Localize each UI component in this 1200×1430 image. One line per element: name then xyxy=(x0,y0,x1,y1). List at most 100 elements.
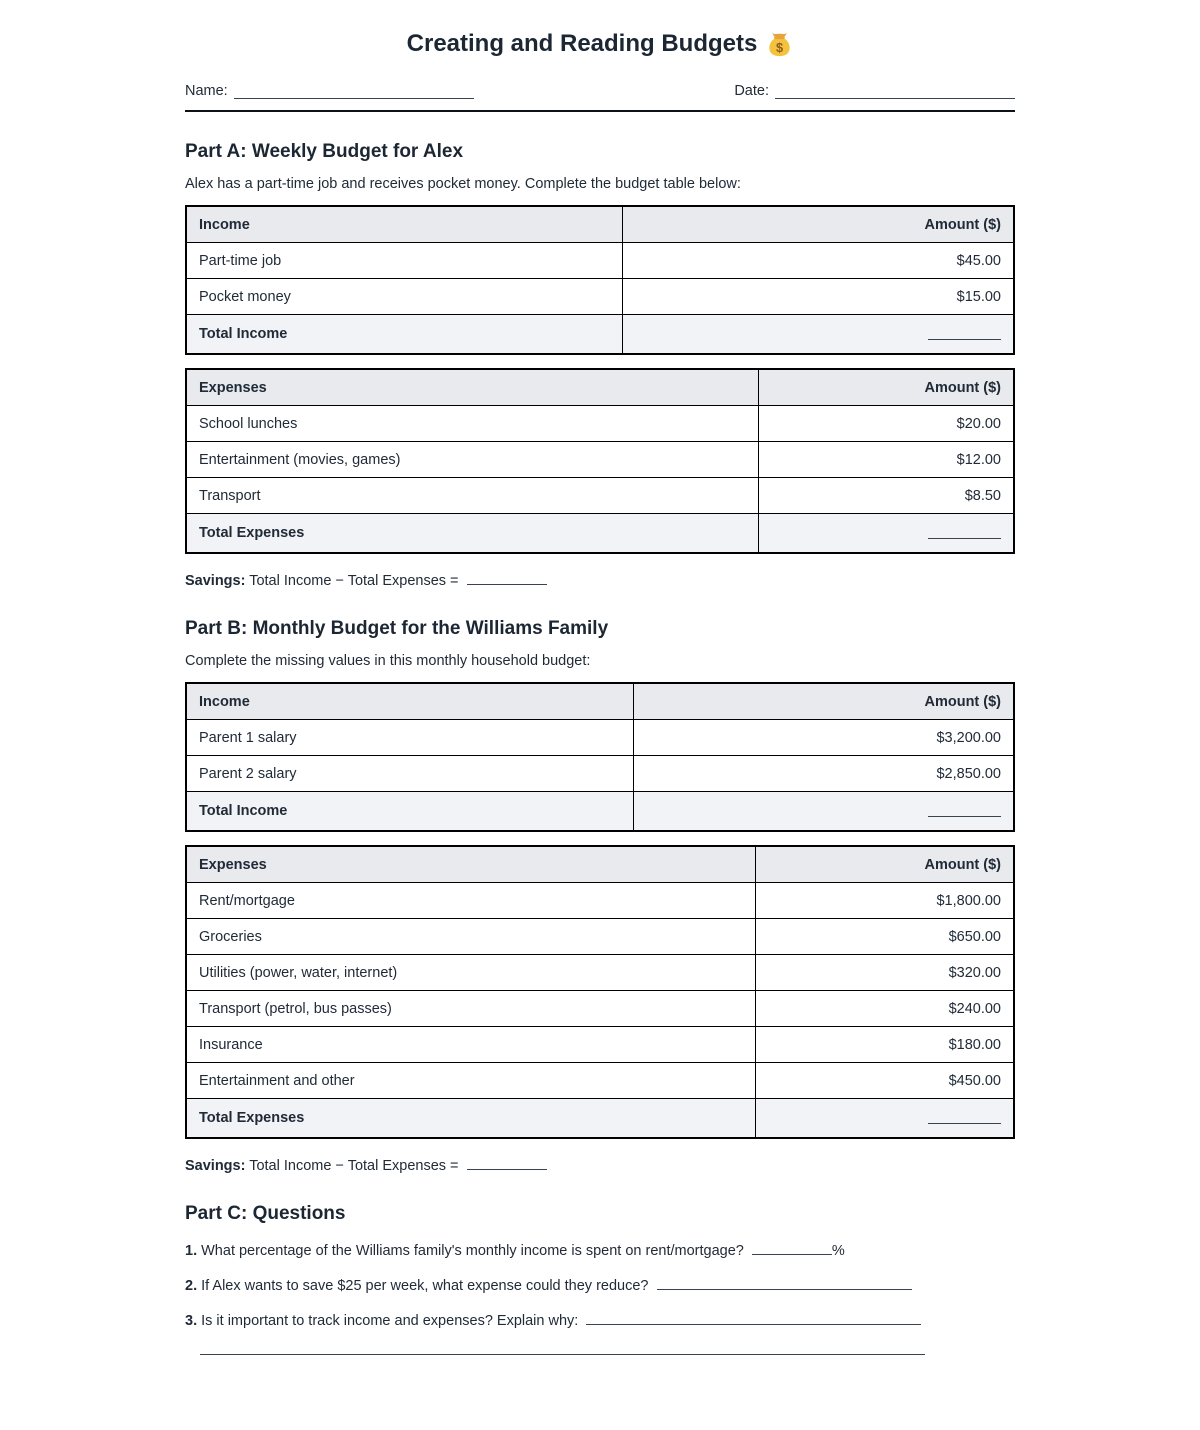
answer-blank xyxy=(656,1275,912,1291)
name-blank-line xyxy=(233,84,474,99)
item-label: Insurance xyxy=(185,1026,757,1063)
part-a-heading: Part A: Weekly Budget for Alex xyxy=(185,141,464,162)
table-row: School lunches $20.00 xyxy=(185,405,1015,442)
item-amount: $2,850.00 xyxy=(632,755,1015,792)
item-amount: $45.00 xyxy=(621,242,1015,279)
savings-label: Savings: xyxy=(185,1158,246,1174)
total-row: Total Expenses xyxy=(185,513,1015,554)
total-label: Total Expenses xyxy=(185,513,760,554)
savings-label: Savings: xyxy=(185,573,246,589)
question-number: 1. xyxy=(185,1243,198,1259)
table-row: Entertainment (movies, games) $12.00 xyxy=(185,441,1015,478)
table-row: Pocket money $15.00 xyxy=(185,278,1015,315)
item-label: Transport xyxy=(185,477,760,514)
table-row: Insurance $180.00 xyxy=(185,1026,1015,1063)
item-amount: $240.00 xyxy=(755,990,1015,1027)
total-label: Total Income xyxy=(185,314,623,355)
question-text: If Alex wants to save $25 per week, what… xyxy=(201,1278,649,1295)
savings-formula: Total Income − Total Expenses = xyxy=(249,573,459,589)
total-row: Total Income xyxy=(185,791,1015,832)
item-amount: $15.00 xyxy=(621,278,1015,315)
part-a-income-table: Income Amount ($) Part-time job $45.00 P… xyxy=(185,205,1015,355)
item-amount: $3,200.00 xyxy=(632,719,1015,756)
column-header: Income xyxy=(185,205,623,243)
column-header: Expenses xyxy=(185,845,757,883)
item-amount: $20.00 xyxy=(758,405,1015,442)
answer-blank xyxy=(928,524,1001,539)
column-header: Amount ($) xyxy=(632,682,1015,720)
question-number: 3. xyxy=(185,1313,198,1330)
item-label: Utilities (power, water, internet) xyxy=(185,954,757,991)
total-row: Total Income xyxy=(185,314,1015,355)
answer-blank xyxy=(751,1240,832,1255)
table-row: Rent/mortgage $1,800.00 xyxy=(185,882,1015,919)
total-amount-cell xyxy=(755,1098,1015,1139)
question-text: What percentage of the Williams family's… xyxy=(201,1243,744,1259)
item-label: Parent 1 salary xyxy=(185,719,634,756)
table-header-row: Expenses Amount ($) xyxy=(185,368,1015,406)
date-field: Date: xyxy=(734,83,1015,99)
part-c-heading: Part C: Questions xyxy=(185,1203,346,1224)
date-blank-line xyxy=(775,84,1015,99)
part-a-savings-line: Savings: Total Income − Total Expenses = xyxy=(185,570,1015,589)
question-text: Is it important to track income and expe… xyxy=(201,1313,579,1330)
item-label: Rent/mortgage xyxy=(185,882,757,919)
questions-list: 1. What percentage of the Williams famil… xyxy=(185,1240,1015,1356)
part-b-heading: Part B: Monthly Budget for the Williams … xyxy=(185,618,609,639)
worksheet-page: Creating and Reading Budgets $ Name: Dat… xyxy=(185,30,1015,1356)
part-a-intro: Alex has a part-time job and receives po… xyxy=(185,176,741,192)
item-label: Entertainment (movies, games) xyxy=(185,441,760,478)
answer-blank xyxy=(928,802,1001,817)
column-header: Expenses xyxy=(185,368,760,406)
svg-text:$: $ xyxy=(776,40,783,55)
question-1: 1. What percentage of the Williams famil… xyxy=(185,1240,1015,1262)
answer-blank xyxy=(466,1155,547,1170)
total-amount-cell xyxy=(758,513,1015,554)
question-number: 2. xyxy=(185,1278,198,1295)
total-row: Total Expenses xyxy=(185,1098,1015,1139)
savings-formula: Total Income − Total Expenses = xyxy=(249,1158,459,1174)
table-row: Parent 2 salary $2,850.00 xyxy=(185,755,1015,792)
item-label: Parent 2 salary xyxy=(185,755,634,792)
question-2: 2. If Alex wants to save $25 per week, w… xyxy=(185,1275,1015,1297)
item-label: Entertainment and other xyxy=(185,1062,757,1099)
column-header: Amount ($) xyxy=(621,205,1015,243)
question-3: 3. Is it important to track income and e… xyxy=(185,1310,1015,1332)
item-label: Groceries xyxy=(185,918,757,955)
item-amount: $650.00 xyxy=(755,918,1015,955)
table-row: Part-time job $45.00 xyxy=(185,242,1015,279)
answer-blank xyxy=(466,570,547,585)
header-divider xyxy=(185,110,1015,112)
item-amount: $12.00 xyxy=(758,441,1015,478)
table-header-row: Income Amount ($) xyxy=(185,682,1015,720)
meta-row: Name: Date: xyxy=(185,83,1015,99)
name-label: Name: xyxy=(185,83,228,99)
part-b-savings-line: Savings: Total Income − Total Expenses = xyxy=(185,1155,1015,1174)
answer-blank xyxy=(928,325,1001,340)
part-a-expenses-table: Expenses Amount ($) School lunches $20.0… xyxy=(185,368,1015,554)
item-label: Part-time job xyxy=(185,242,623,279)
part-b-income-table: Income Amount ($) Parent 1 salary $3,200… xyxy=(185,682,1015,832)
table-row: Groceries $650.00 xyxy=(185,918,1015,955)
answer-blank xyxy=(928,1109,1001,1124)
item-amount: $180.00 xyxy=(755,1026,1015,1063)
answer-blank xyxy=(586,1310,922,1326)
table-header-row: Income Amount ($) xyxy=(185,205,1015,243)
date-label: Date: xyxy=(734,83,769,99)
part-b-intro: Complete the missing values in this mont… xyxy=(185,653,591,669)
total-label: Total Expenses xyxy=(185,1098,757,1139)
total-amount-cell xyxy=(632,791,1015,832)
column-header: Amount ($) xyxy=(755,845,1015,883)
table-row: Parent 1 salary $3,200.00 xyxy=(185,719,1015,756)
table-header-row: Expenses Amount ($) xyxy=(185,845,1015,883)
table-row: Transport $8.50 xyxy=(185,477,1015,514)
answer-blank-continuation xyxy=(200,1354,925,1356)
column-header: Amount ($) xyxy=(758,368,1015,406)
table-row: Utilities (power, water, internet) $320.… xyxy=(185,954,1015,991)
item-amount: $320.00 xyxy=(755,954,1015,991)
part-b-expenses-table: Expenses Amount ($) Rent/mortgage $1,800… xyxy=(185,845,1015,1139)
page-title-text: Creating and Reading Budgets xyxy=(406,30,758,57)
table-row: Transport (petrol, bus passes) $240.00 xyxy=(185,990,1015,1027)
column-header: Income xyxy=(185,682,634,720)
total-label: Total Income xyxy=(185,791,634,832)
